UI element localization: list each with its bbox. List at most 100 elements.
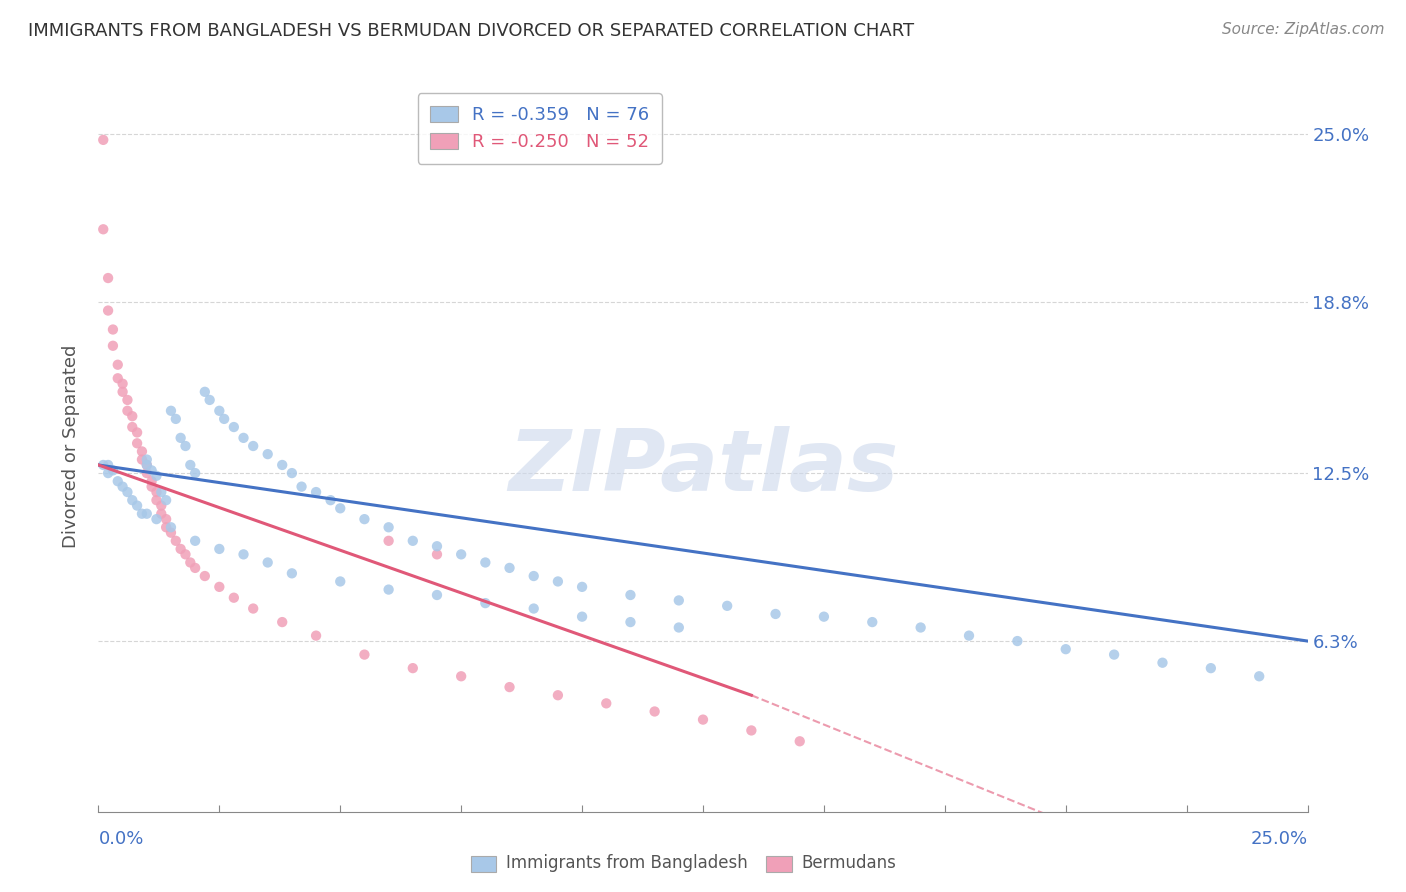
Point (426, 547, 449, 561)
Point (271, 458, 294, 472)
Point (571, 609, 593, 624)
Point (160, 404, 183, 418)
Point (165, 412, 187, 426)
Point (127, 499, 149, 513)
Point (150, 499, 173, 513)
Point (145, 512, 167, 526)
Text: 25.0%: 25.0% (1250, 830, 1308, 848)
Point (97, 303, 120, 318)
Point (107, 474, 129, 488)
Point (208, 580, 231, 594)
Point (474, 596, 496, 610)
Point (117, 404, 139, 418)
Point (242, 439, 264, 453)
Point (107, 358, 129, 372)
Point (1152, 656, 1174, 670)
Point (117, 392, 139, 407)
Point (547, 574, 569, 589)
Point (353, 512, 375, 526)
Point (1054, 642, 1077, 657)
Text: Source: ZipAtlas.com: Source: ZipAtlas.com (1222, 22, 1385, 37)
Point (305, 629, 328, 643)
Point (150, 507, 173, 521)
Point (498, 680, 520, 694)
Point (256, 556, 278, 570)
Point (1007, 634, 1029, 648)
Point (426, 539, 449, 553)
Point (644, 705, 666, 719)
Point (1249, 669, 1271, 683)
Point (101, 322, 124, 336)
Point (107, 371, 129, 385)
Point (179, 556, 201, 570)
Point (127, 436, 149, 450)
Text: IMMIGRANTS FROM BANGLADESH VS BERMUDAN DIVORCED OR SEPARATED CORRELATION CHART: IMMIGRANTS FROM BANGLADESH VS BERMUDAN D… (28, 22, 914, 40)
Point (523, 569, 546, 583)
Point (547, 688, 569, 702)
Point (498, 561, 520, 575)
Point (111, 384, 134, 399)
Point (668, 593, 690, 607)
Point (281, 466, 304, 480)
Point (184, 561, 207, 575)
Point (232, 547, 254, 561)
Point (1102, 648, 1125, 662)
Point (121, 493, 143, 508)
Point (305, 485, 328, 500)
Point (813, 609, 835, 624)
Y-axis label: Divorced or Separated: Divorced or Separated (62, 344, 80, 548)
Point (141, 463, 163, 477)
Point (595, 697, 617, 711)
Point (740, 723, 762, 738)
Point (789, 734, 811, 748)
Point (127, 425, 149, 440)
Point (402, 661, 425, 675)
Point (184, 466, 207, 480)
Point (135, 458, 157, 472)
Point (160, 520, 183, 534)
Point (135, 452, 157, 467)
Point (121, 409, 143, 424)
Point (910, 620, 932, 634)
Point (131, 444, 153, 458)
Point (91, 133, 114, 147)
Point (353, 648, 375, 662)
Point (121, 420, 143, 434)
Point (169, 541, 191, 556)
Point (174, 547, 197, 561)
Point (1199, 661, 1222, 675)
Point (232, 431, 254, 445)
Point (281, 566, 304, 581)
Point (426, 588, 449, 602)
Point (692, 713, 714, 727)
Point (150, 485, 173, 500)
Point (111, 480, 134, 494)
Point (179, 458, 201, 472)
Point (101, 463, 124, 477)
Point (160, 525, 183, 540)
Point (402, 533, 425, 548)
Point (256, 447, 278, 461)
Point (169, 431, 191, 445)
Text: Bermudans: Bermudans (801, 855, 896, 872)
Point (194, 384, 217, 399)
Point (145, 493, 167, 508)
Point (319, 493, 342, 508)
Point (141, 474, 163, 488)
Point (135, 507, 157, 521)
Point (212, 412, 235, 426)
Point (208, 404, 231, 418)
Point (619, 588, 641, 602)
Point (141, 480, 163, 494)
Point (145, 468, 167, 483)
Text: Immigrants from Bangladesh: Immigrants from Bangladesh (506, 855, 748, 872)
Point (97, 271, 120, 285)
Point (155, 493, 177, 508)
Point (135, 466, 157, 480)
Point (91, 458, 114, 472)
Point (97, 458, 120, 472)
Text: 0.0%: 0.0% (98, 830, 143, 848)
Point (329, 501, 352, 516)
Point (101, 339, 124, 353)
Point (765, 607, 787, 621)
